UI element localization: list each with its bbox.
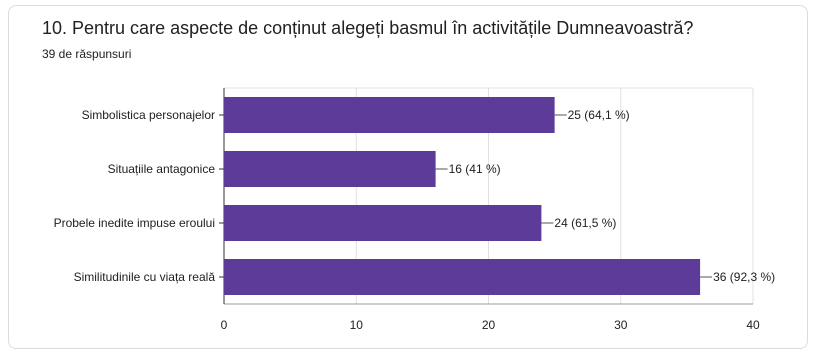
category-label: Simbolistica personajelor <box>82 108 215 122</box>
x-tick-label: 10 <box>350 318 364 332</box>
x-tick-label: 0 <box>221 318 228 332</box>
bar <box>224 259 701 295</box>
category-label: Probele inedite impuse eroului <box>54 216 215 230</box>
data-label: 24 (61,5 %) <box>554 216 616 230</box>
question-title: 10. Pentru care aspecte de conținut aleg… <box>42 18 694 38</box>
x-tick-label: 30 <box>614 318 628 332</box>
x-tick-label: 20 <box>482 318 496 332</box>
bar <box>224 205 542 241</box>
data-label: 16 (41 %) <box>449 162 501 176</box>
response-count: 39 de răspunsuri <box>42 47 132 61</box>
data-label: 36 (92,3 %) <box>713 270 775 284</box>
bar <box>224 97 555 133</box>
category-label: Situațiile antagonice <box>108 162 216 176</box>
category-label: Similitudinile cu viața reală <box>74 270 216 284</box>
bar <box>224 151 436 187</box>
data-label: 25 (64,1 %) <box>568 108 630 122</box>
x-tick-label: 40 <box>746 318 760 332</box>
